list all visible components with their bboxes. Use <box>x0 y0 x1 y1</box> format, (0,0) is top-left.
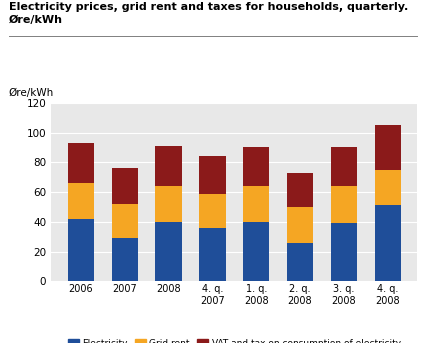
Bar <box>331 223 357 281</box>
Bar <box>374 125 401 170</box>
Bar <box>68 183 94 219</box>
Bar <box>155 186 182 222</box>
Bar <box>199 193 225 228</box>
Bar <box>112 168 138 204</box>
Legend: Electricity, Grid rent, VAT and tax on consumption of electricity: Electricity, Grid rent, VAT and tax on c… <box>64 336 404 343</box>
Bar <box>243 186 269 222</box>
Text: Electricity prices, grid rent and taxes for households, quarterly.: Electricity prices, grid rent and taxes … <box>9 2 408 12</box>
Text: Øre/kWh: Øre/kWh <box>9 88 54 98</box>
Bar <box>199 228 225 281</box>
Bar <box>287 243 313 281</box>
Bar <box>68 219 94 281</box>
Bar <box>374 170 401 205</box>
Bar <box>155 146 182 186</box>
Bar <box>155 222 182 281</box>
Bar <box>199 156 225 193</box>
Bar <box>112 238 138 281</box>
Bar <box>287 173 313 207</box>
Bar <box>243 222 269 281</box>
Bar <box>287 207 313 243</box>
Bar <box>68 143 94 183</box>
Bar <box>331 186 357 223</box>
Bar <box>243 147 269 186</box>
Bar <box>112 204 138 238</box>
Bar <box>374 205 401 281</box>
Bar <box>331 147 357 186</box>
Text: Øre/kWh: Øre/kWh <box>9 15 63 25</box>
